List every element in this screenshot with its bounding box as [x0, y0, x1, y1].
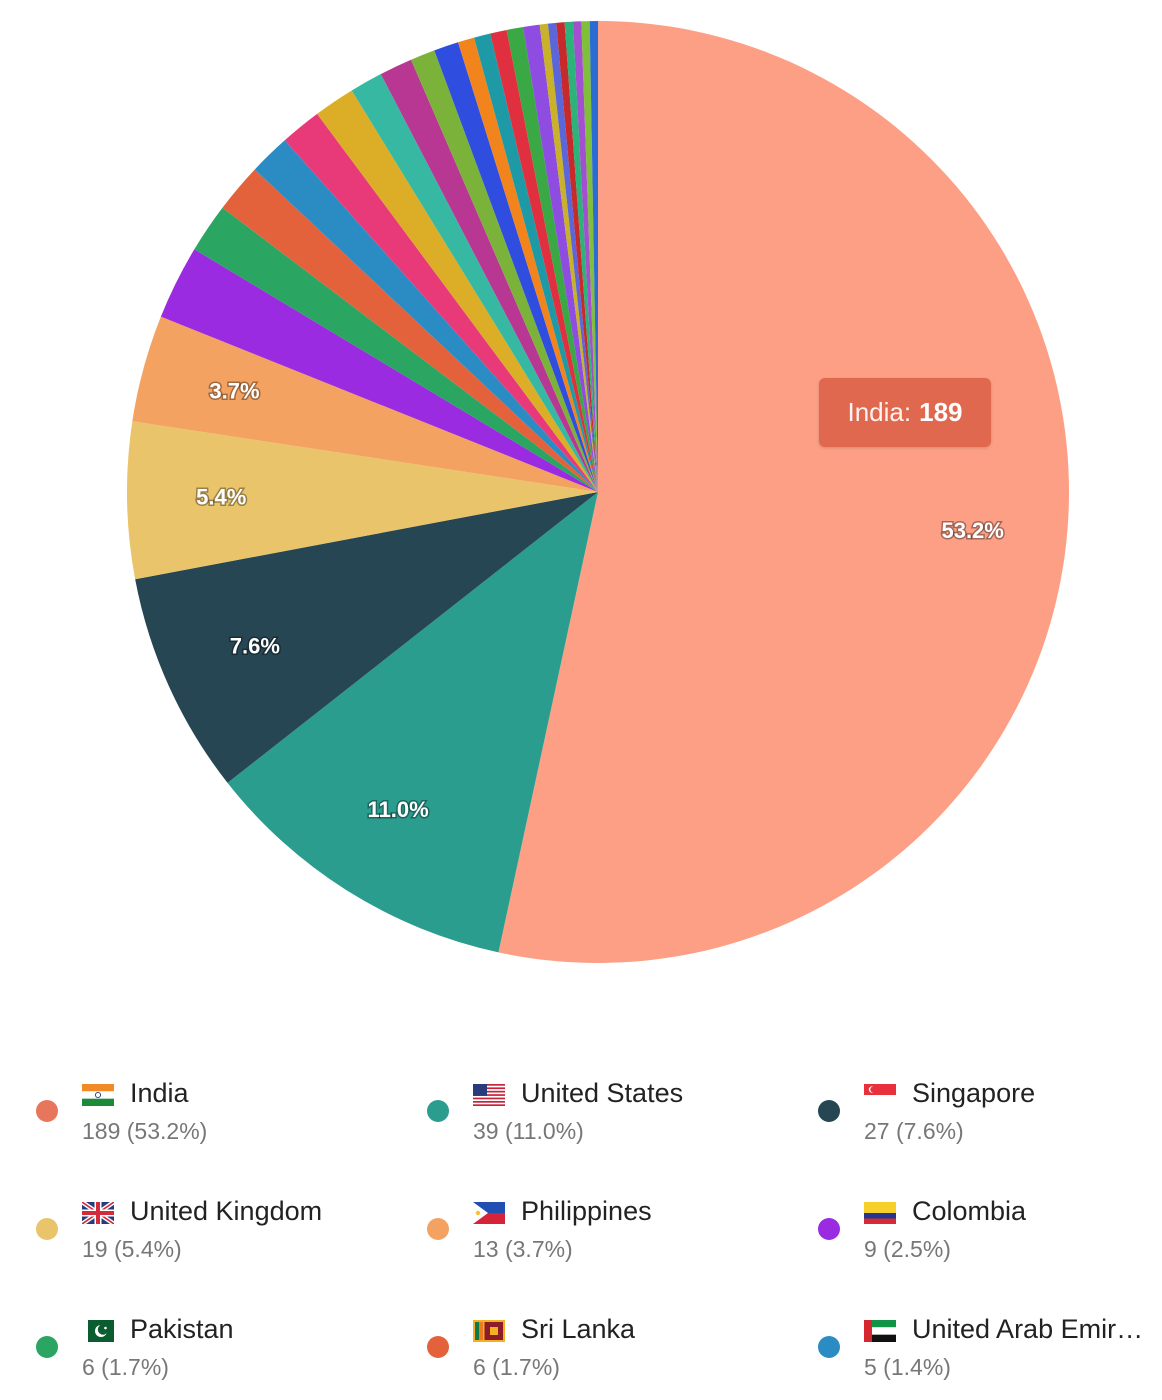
legend-dot-united-arab-emirates	[818, 1336, 840, 1358]
pie-slice-united-states[interactable]	[227, 492, 598, 953]
slice-percent-label: 3.7%	[209, 379, 259, 404]
legend-item-colombia[interactable]: Colombia 9 (2.5%)	[782, 1188, 1162, 1268]
pie-slice-other-14[interactable]	[434, 42, 598, 492]
pie-slice-other-12[interactable]	[380, 59, 598, 492]
pie-slice-colombia[interactable]	[160, 249, 599, 492]
pie-slice-singapore[interactable]	[135, 492, 599, 783]
tooltip-label: India:	[847, 397, 912, 427]
pie-slice-india[interactable]	[498, 21, 1069, 963]
pie-slice-other-22[interactable]	[556, 22, 598, 493]
pie-slice-other-26[interactable]	[589, 21, 598, 492]
pie-slice-other-21[interactable]	[547, 22, 598, 493]
pie-slice-other-25[interactable]	[581, 21, 598, 492]
pie-slice-pakistan[interactable]	[194, 207, 598, 492]
legend-label: United Kingdom	[130, 1196, 323, 1226]
philippines-flag-icon	[473, 1202, 505, 1224]
pie-slice-other-10[interactable]	[317, 90, 598, 493]
singapore-flag-icon	[864, 1084, 896, 1106]
legend-dot-sri-lanka	[427, 1336, 449, 1358]
legend-dot-singapore	[818, 1100, 840, 1122]
legend-item-sri-lanka[interactable]: Sri Lanka 6 (1.7%)	[391, 1306, 771, 1386]
legend-label: Pakistan	[130, 1314, 234, 1344]
legend-label: Philippines	[521, 1196, 652, 1226]
pie-slice-philippines[interactable]	[132, 316, 599, 492]
pie-slice-other-17[interactable]	[490, 29, 598, 492]
pie-chart-area: 53.2% 11.0% 7.6% 5.4% 3.7% India: 189	[127, 21, 1069, 963]
legend-dot-pakistan	[36, 1336, 58, 1358]
legend-label: United Arab Emir…	[912, 1314, 1144, 1344]
legend-value: 189 (53.2%)	[82, 1118, 208, 1144]
legend-dot-philippines	[427, 1218, 449, 1240]
colombia-flag-icon	[864, 1202, 896, 1224]
legend-value: 27 (7.6%)	[864, 1118, 964, 1144]
pie-slice-other-11[interactable]	[351, 74, 598, 492]
pie-slice-other-19[interactable]	[523, 24, 598, 493]
uk-flag-icon	[82, 1202, 114, 1224]
pie-slice-other-20[interactable]	[539, 23, 598, 493]
india-flag-icon	[82, 1084, 114, 1106]
pie-slice-united-arab-emirates[interactable]	[254, 140, 598, 493]
uae-flag-icon	[864, 1320, 896, 1342]
slice-percent-label: 5.4%	[196, 485, 246, 510]
legend-value: 9 (2.5%)	[864, 1236, 951, 1262]
legend-item-india[interactable]: India 189 (53.2%)	[0, 1070, 380, 1150]
legend-item-united-states[interactable]: United States 39 (11.0%)	[391, 1070, 771, 1150]
legend-value: 39 (11.0%)	[473, 1118, 584, 1144]
chart-legend: India 189 (53.2%) United States 39 (11.0…	[0, 1070, 1162, 1400]
slice-percent-label: 53.2%	[941, 518, 1003, 543]
legend-label: India	[130, 1078, 189, 1108]
slice-percent-label: 11.0%	[368, 797, 429, 822]
slice-percent-label: 7.6%	[230, 634, 280, 659]
pie-slice-other-23[interactable]	[564, 21, 598, 493]
pie-slice-other-24[interactable]	[572, 21, 598, 493]
legend-value: 5 (1.4%)	[864, 1354, 951, 1380]
pie-slice-sri-lanka[interactable]	[222, 169, 599, 492]
sri-lanka-flag-icon	[473, 1320, 505, 1342]
legend-label: Sri Lanka	[521, 1314, 636, 1344]
legend-item-united-arab-emirates[interactable]: United Arab Emir… 5 (1.4%)	[782, 1306, 1162, 1386]
pie-slice-other-18[interactable]	[506, 26, 598, 492]
pakistan-flag-icon	[82, 1320, 114, 1342]
legend-dot-united-states	[427, 1100, 449, 1122]
legend-label: United States	[521, 1078, 684, 1108]
legend-item-philippines[interactable]: Philippines 13 (3.7%)	[391, 1188, 771, 1268]
legend-item-singapore[interactable]: Singapore 27 (7.6%)	[782, 1070, 1162, 1150]
pie-slice-other-13[interactable]	[411, 50, 598, 492]
chart-tooltip: India: 189	[819, 378, 991, 447]
pie-slice-other-9[interactable]	[284, 113, 598, 492]
tooltip-value: 189	[919, 397, 963, 427]
legend-label: Singapore	[912, 1078, 1036, 1108]
pie-slice-other-15[interactable]	[458, 37, 598, 493]
pie-slice-other-16[interactable]	[474, 33, 598, 492]
legend-value: 6 (1.7%)	[473, 1354, 560, 1380]
pie-slice-united-kingdom[interactable]	[127, 421, 598, 580]
legend-value: 19 (5.4%)	[82, 1236, 182, 1262]
pie-chart: 53.2% 11.0% 7.6% 5.4% 3.7%	[127, 21, 1069, 963]
legend-dot-colombia	[818, 1218, 840, 1240]
legend-value: 13 (3.7%)	[473, 1236, 573, 1262]
legend-dot-united-kingdom	[36, 1218, 58, 1240]
legend-label: Colombia	[912, 1196, 1027, 1226]
legend-dot-india	[36, 1100, 58, 1122]
us-flag-icon	[473, 1084, 505, 1106]
legend-value: 6 (1.7%)	[82, 1354, 169, 1380]
legend-item-pakistan[interactable]: Pakistan 6 (1.7%)	[0, 1306, 380, 1386]
legend-item-united-kingdom[interactable]: United Kingdom 19 (5.4%)	[0, 1188, 380, 1268]
